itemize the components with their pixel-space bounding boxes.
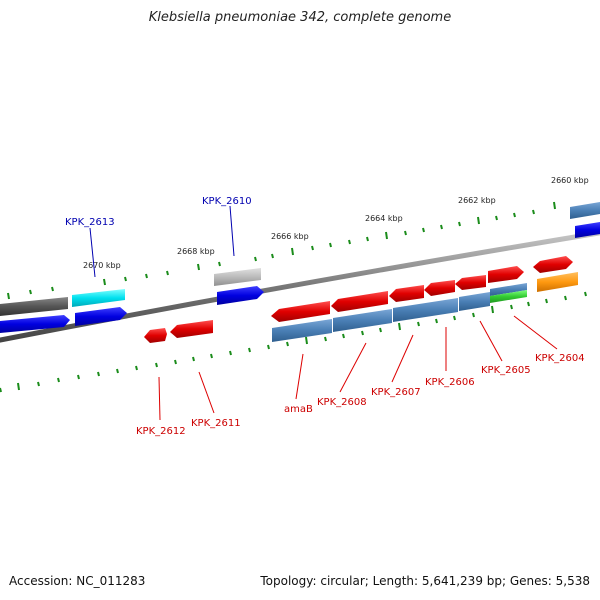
gene-cyan-kpk2613[interactable]: [72, 289, 125, 307]
gene-blue-right[interactable]: [575, 222, 600, 238]
gene-blue-left[interactable]: [0, 315, 70, 333]
label-KPK_2606[interactable]: KPK_2606: [425, 377, 475, 388]
gene-steel-2606[interactable]: [459, 292, 490, 311]
gene-red-2611[interactable]: [170, 320, 213, 338]
gene-red-2605[interactable]: [455, 275, 486, 290]
gene-green-2605[interactable]: [490, 290, 527, 303]
gene-red-2604b[interactable]: [533, 256, 573, 273]
lower-tick-track: [0, 291, 587, 393]
label-KPK_2605[interactable]: KPK_2605: [481, 365, 531, 376]
leader-kpk2610: [229, 205, 235, 257]
gene-steel-2608[interactable]: [333, 309, 392, 332]
label-KPK_2604[interactable]: KPK_2604: [535, 353, 585, 364]
label-KPK_2611[interactable]: KPK_2611: [191, 418, 241, 429]
gene-steel-amaB[interactable]: [272, 319, 332, 342]
kbp-label-2662: 2662 kbp: [458, 196, 496, 205]
accession-text: Accession: NC_011283: [9, 574, 146, 588]
gene-red-2607[interactable]: [389, 285, 424, 302]
kbp-label-2668: 2668 kbp: [177, 247, 215, 256]
gene-red-2612[interactable]: [144, 328, 167, 343]
gene-blue-2[interactable]: [75, 307, 127, 326]
label-KPK_2612[interactable]: KPK_2612: [136, 426, 186, 437]
red-leader-lines: [158, 315, 558, 421]
gene-steel-2605[interactable]: [490, 283, 527, 296]
upper-tick-track: [7, 201, 556, 300]
gene-steel-2607[interactable]: [393, 298, 458, 322]
gene-gray-left[interactable]: [0, 297, 68, 316]
kbp-label-2666: 2666 kbp: [271, 232, 309, 241]
topology-text: Topology: circular; Length: 5,641,239 bp…: [260, 574, 590, 588]
label-KPK_2607[interactable]: KPK_2607: [371, 387, 421, 398]
leader-kpk2613: [89, 227, 96, 278]
gene-red-2606[interactable]: [424, 280, 455, 296]
gene-blue-3[interactable]: [217, 286, 264, 305]
map-title: Klebsiella pneumoniae 342, complete geno…: [148, 10, 452, 25]
gene-orange-2604[interactable]: [537, 272, 578, 292]
kbp-label-2664: 2664 kbp: [365, 214, 403, 223]
label-amaB[interactable]: amaB: [284, 404, 313, 415]
gene-red-2608[interactable]: [331, 291, 388, 312]
gene-steel-far-right[interactable]: [570, 202, 600, 219]
label-KPK_2608[interactable]: KPK_2608: [317, 397, 367, 408]
gene-red-2604a[interactable]: [488, 266, 524, 283]
gene-red-amaB[interactable]: [271, 301, 330, 322]
kbp-label-2660: 2660 kbp: [551, 176, 589, 185]
kbp-label-2670: 2670 kbp: [83, 261, 121, 270]
gene-lightgray-kpk2610[interactable]: [214, 268, 261, 286]
label-KPK_2613[interactable]: KPK_2613: [65, 217, 115, 228]
label-KPK_2610[interactable]: KPK_2610: [202, 196, 252, 207]
